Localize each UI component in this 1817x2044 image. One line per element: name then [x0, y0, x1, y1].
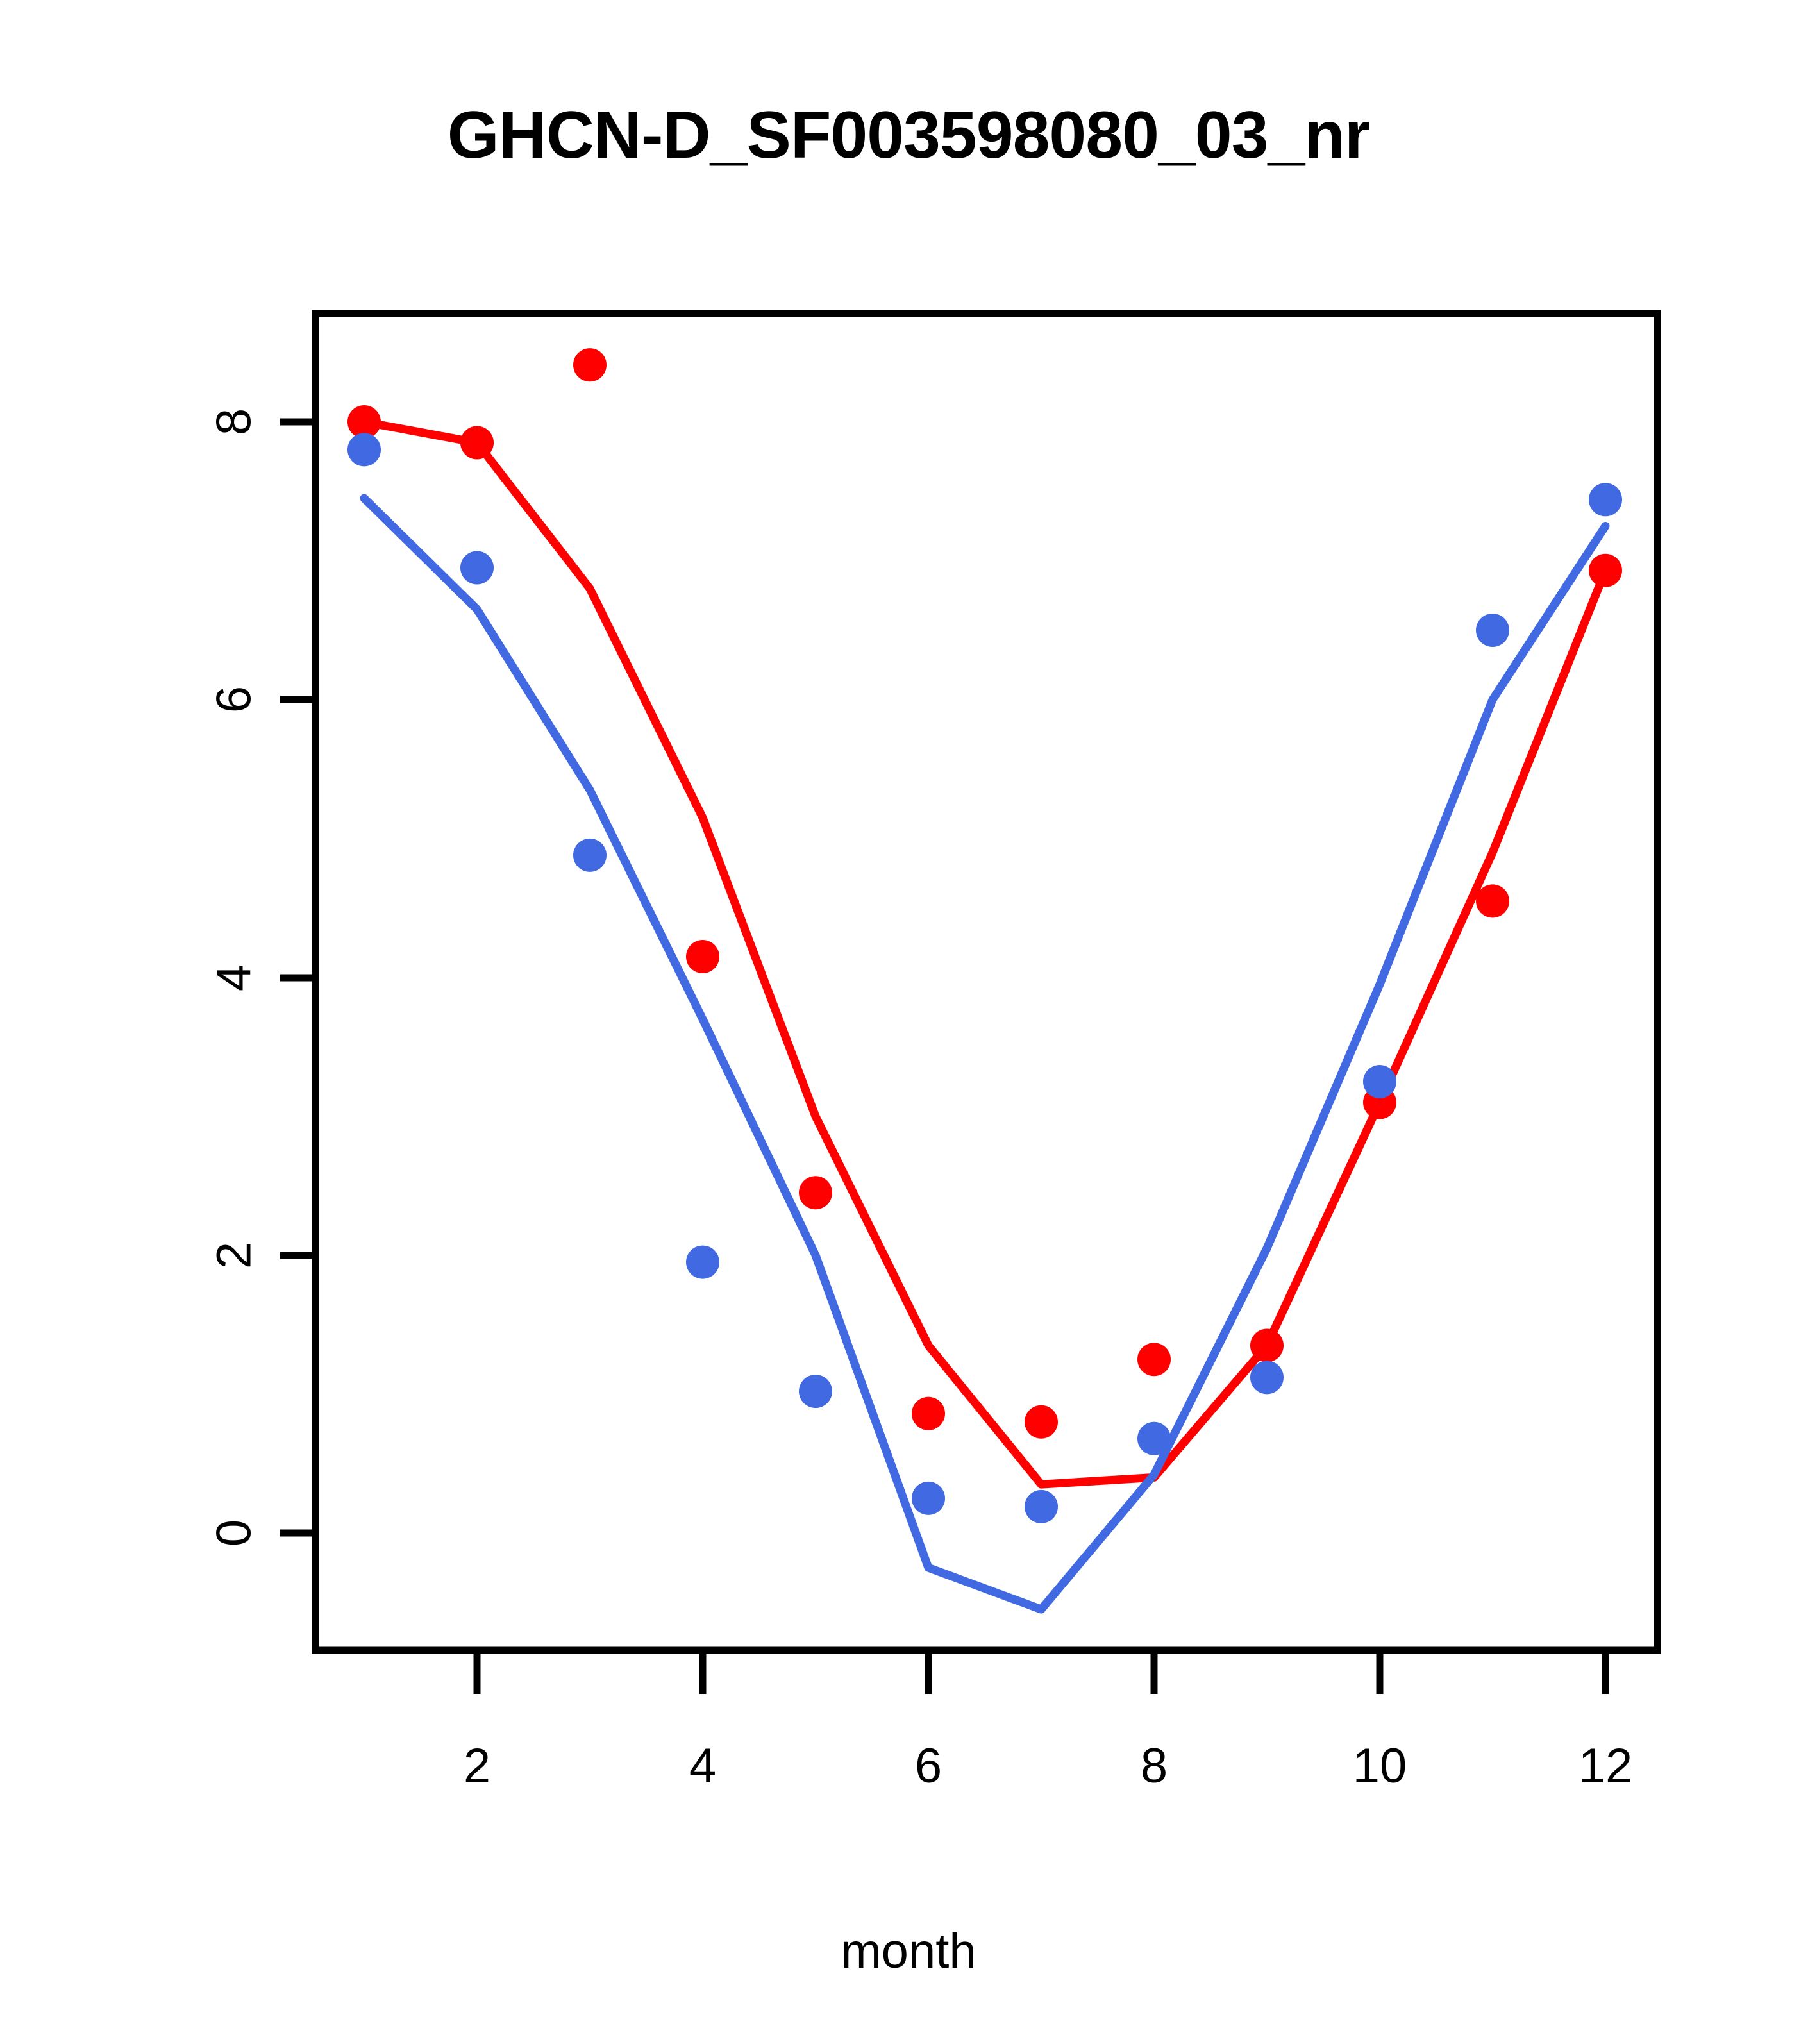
- data-point: [686, 1245, 719, 1279]
- data-point: [912, 1396, 945, 1430]
- x-tick-label-6: 6: [915, 1739, 942, 1793]
- data-point: [799, 1176, 832, 1210]
- data-point: [1589, 553, 1622, 587]
- y-tick-label-6: 6: [207, 686, 262, 713]
- y-tick-label-4: 4: [207, 964, 262, 991]
- data-point: [1025, 1405, 1058, 1439]
- data-point: [347, 405, 381, 439]
- x-axis-label: month: [841, 1924, 976, 1979]
- data-point: [1250, 1361, 1284, 1395]
- y-tick-label-2: 2: [207, 1242, 262, 1269]
- x-axis-ticks: [473, 1650, 1609, 1694]
- x-tick-label-8: 8: [1141, 1739, 1168, 1793]
- series-lines-layer: [360, 417, 1610, 1614]
- data-point: [1476, 613, 1509, 647]
- x-tick-label-10: 10: [1353, 1739, 1407, 1793]
- page-title: GHCN-D_SF003598080_03_nr: [447, 98, 1371, 172]
- x-tick-label-12: 12: [1578, 1739, 1633, 1793]
- data-point: [1476, 884, 1509, 918]
- data-point: [1137, 1343, 1171, 1377]
- data-point: [799, 1375, 832, 1409]
- data-point: [912, 1481, 945, 1515]
- y-tick-label-0: 0: [207, 1520, 262, 1546]
- x-tick-label-2: 2: [464, 1739, 490, 1793]
- x-axis-tick-labels: 2 4 6 8 10 12: [464, 1739, 1632, 1793]
- data-point: [1250, 1328, 1284, 1362]
- data-point: [686, 940, 719, 974]
- y-axis-tick-labels: 8 6 4 2 0: [207, 408, 262, 1546]
- series-scatter-red-points: [347, 348, 1622, 1439]
- plot-frame: [312, 310, 1661, 1654]
- x-tick-label-4: 4: [689, 1739, 716, 1793]
- data-point: [573, 348, 607, 382]
- data-point: [1363, 1064, 1396, 1098]
- series-line-red-line: [360, 417, 1610, 1489]
- data-point: [573, 838, 607, 872]
- series-scatter-blue-points: [347, 433, 1622, 1523]
- series-points-layer: [347, 348, 1622, 1523]
- y-tick-label-8: 8: [207, 408, 262, 435]
- data-point: [1137, 1421, 1171, 1455]
- data-point: [347, 433, 381, 467]
- series-line-blue-line: [360, 494, 1610, 1614]
- data-point: [1025, 1489, 1058, 1523]
- data-point: [460, 551, 494, 585]
- data-point: [460, 426, 494, 460]
- y-axis-ticks: [280, 418, 315, 1537]
- data-point: [1589, 483, 1622, 517]
